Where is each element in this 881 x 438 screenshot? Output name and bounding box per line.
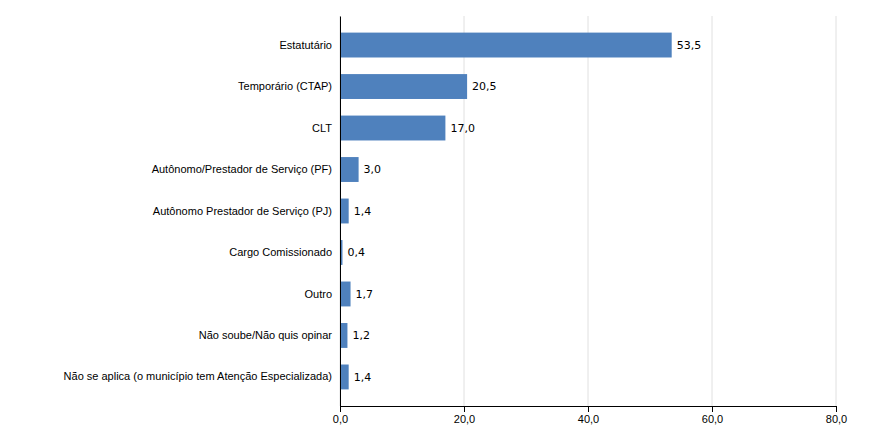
y-tick: CLT (312, 122, 340, 134)
data-label: 0,4 (347, 246, 365, 259)
x-tick: 80,0 (826, 406, 847, 425)
y-tick-label: CLT (312, 122, 332, 134)
y-tick: Estatutário (279, 39, 340, 51)
data-label: 1,4 (354, 371, 372, 384)
data-labels: 1,4 1,2 1,7 0,4 1,4 3,0 17,0 20,5 53,5 (347, 39, 701, 384)
bar (340, 199, 349, 224)
x-tick-mark (712, 406, 713, 412)
x-tick: 40,0 (578, 406, 599, 425)
bar (340, 33, 672, 58)
x-tick-label: 0,0 (333, 413, 348, 425)
y-tick: Não soube/Não quis opinar (199, 329, 340, 341)
data-label: 17,0 (450, 122, 475, 135)
data-label: 53,5 (677, 39, 702, 52)
y-tick: Outro (304, 287, 340, 299)
grid-line (836, 16, 837, 406)
grid (340, 16, 836, 406)
y-tick-label: Outro (304, 287, 332, 299)
x-tick-mark (836, 406, 837, 412)
bar (340, 323, 347, 348)
bar (340, 116, 445, 141)
grid-line (340, 16, 341, 406)
x-tick-mark (340, 406, 341, 412)
plot-area: 0,0 20,0 40,0 60,0 80,0 Não se aplica (o muni… (64, 16, 848, 425)
x-tick: 0,0 (333, 406, 348, 425)
y-tick: Não se aplica (o município tem Atenção E… (64, 370, 340, 382)
chart: 0,0 20,0 40,0 60,0 80,0 Não se aplica (o muni… (0, 0, 881, 438)
data-label: 1,2 (352, 329, 370, 342)
grid-line (712, 16, 713, 406)
x-tick-mark (464, 406, 465, 412)
y-axis-line (340, 17, 341, 407)
y-tick: Autônomo Prestador de Serviço (PJ) (153, 205, 340, 217)
data-label: 1,4 (354, 205, 372, 218)
x-tick-label: 20,0 (454, 413, 475, 425)
data-label: 1,7 (356, 288, 374, 301)
x-tick-label: 40,0 (578, 413, 599, 425)
x-tick-mark (588, 406, 589, 412)
bar (340, 365, 349, 390)
x-tick: 20,0 (454, 406, 475, 425)
x-tick-label: 80,0 (826, 413, 847, 425)
y-axis: Não se aplica (o município tem Atenção E… (64, 17, 341, 407)
y-tick-label: Estatutário (279, 39, 332, 51)
bar (340, 282, 351, 307)
y-tick-label: Autônomo Prestador de Serviço (PJ) (153, 205, 332, 217)
y-tick-label: Temporário (CTAP) (238, 80, 332, 92)
grid-line (588, 16, 589, 406)
y-tick-label: Não soube/Não quis opinar (199, 329, 333, 341)
bars (340, 33, 672, 390)
x-tick: 60,0 (702, 406, 723, 425)
x-axis-line (341, 407, 837, 413)
y-tick: Cargo Comissionado (229, 246, 340, 258)
x-axis: 0,0 20,0 40,0 60,0 80,0 (333, 406, 847, 425)
y-tick-label: Cargo Comissionado (229, 246, 332, 258)
y-tick-label: Não se aplica (o município tem Atenção E… (64, 370, 332, 382)
x-tick-label: 60,0 (702, 413, 723, 425)
data-label: 3,0 (364, 163, 382, 176)
bar (340, 157, 359, 182)
data-label: 20,5 (472, 80, 497, 93)
bar (340, 74, 467, 99)
y-tick-label: Autônomo/Prestador de Serviço (PF) (152, 163, 332, 175)
y-tick: Temporário (CTAP) (238, 80, 340, 92)
y-tick: Autônomo/Prestador de Serviço (PF) (152, 163, 340, 175)
